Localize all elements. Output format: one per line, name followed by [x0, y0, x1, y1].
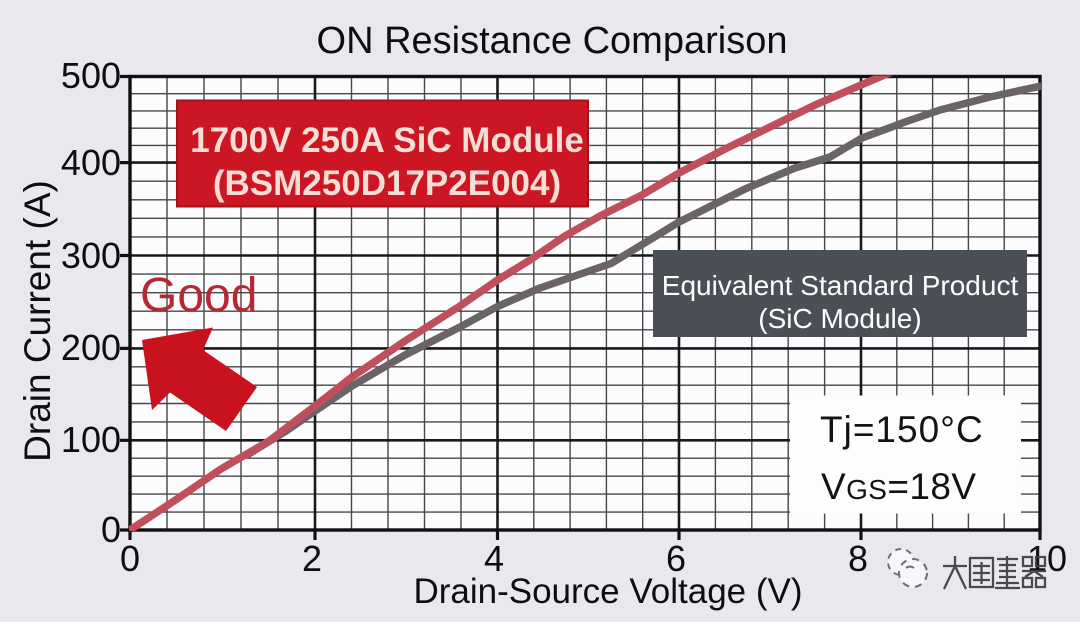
svg-text:0: 0: [120, 538, 140, 579]
svg-text:2: 2: [302, 538, 322, 579]
svg-text:Drain-Source Voltage (V): Drain-Source Voltage (V): [413, 572, 802, 611]
svg-text:Equivalent Standard Product: Equivalent Standard Product: [662, 270, 1019, 301]
svg-text:100: 100: [61, 419, 121, 460]
svg-text:(SiC Module): (SiC Module): [758, 303, 921, 334]
svg-text:Tj=150°C: Tj=150°C: [820, 409, 984, 450]
svg-text:6: 6: [666, 538, 686, 579]
svg-text:400: 400: [61, 142, 121, 183]
svg-text:(BSM250D17P2E004): (BSM250D17P2E004): [213, 164, 561, 203]
svg-text:1700V 250A SiC Module: 1700V 250A SiC Module: [190, 121, 584, 160]
svg-text:Good: Good: [140, 269, 257, 322]
svg-text:VGS=18V: VGS=18V: [821, 466, 976, 507]
svg-text:0: 0: [101, 509, 121, 550]
svg-text:500: 500: [61, 55, 121, 96]
svg-text:Drain Current (A): Drain Current (A): [17, 180, 58, 462]
svg-text:300: 300: [61, 235, 121, 276]
svg-text:4: 4: [484, 538, 504, 579]
svg-text:8: 8: [848, 538, 868, 579]
svg-text:200: 200: [61, 327, 121, 368]
svg-text:ON Resistance Comparison: ON Resistance Comparison: [317, 20, 788, 62]
